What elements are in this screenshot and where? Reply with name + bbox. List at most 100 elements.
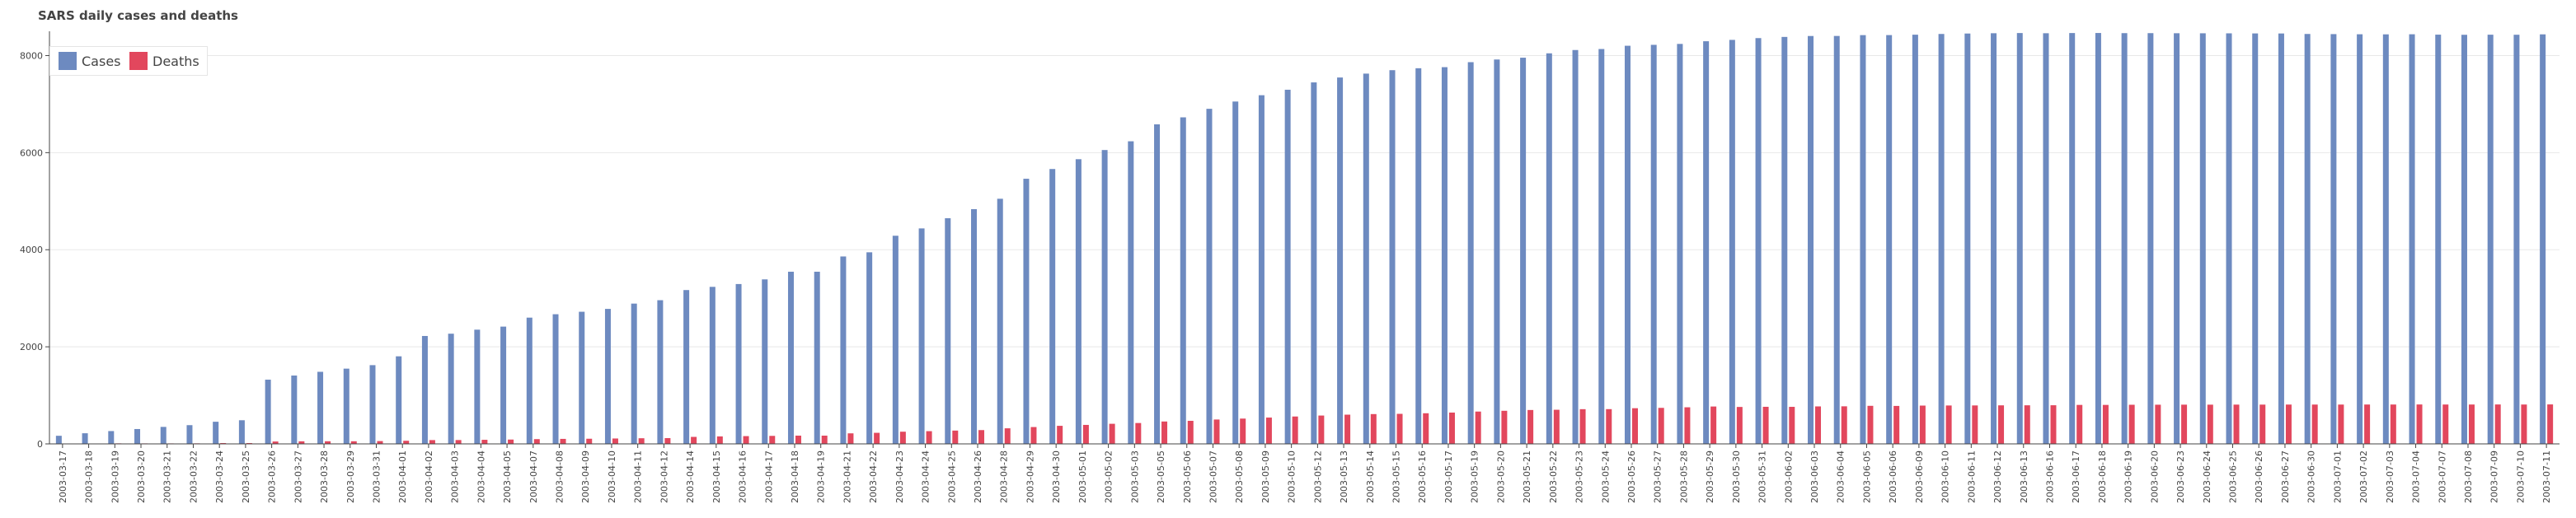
x-tick-label: 2003-03-20	[136, 450, 147, 503]
bar-deaths	[1763, 407, 1769, 444]
bar-deaths	[1920, 405, 1926, 444]
bar-cases	[1023, 179, 1029, 444]
x-tick-label: 2003-04-19	[816, 450, 827, 503]
bar-deaths	[2076, 405, 2082, 444]
x-tick-label: 2003-04-28	[999, 450, 1010, 503]
bar-deaths	[1737, 407, 1743, 444]
bar-cases	[1232, 101, 1238, 444]
bar-cases	[527, 318, 533, 444]
x-tick-label: 2003-04-23	[894, 450, 905, 503]
bar-deaths	[1449, 413, 1455, 444]
bar-deaths	[769, 436, 775, 444]
bar-cases	[762, 279, 767, 444]
bar-cases	[1076, 159, 1082, 444]
bar-cases	[1494, 59, 1499, 444]
bar-deaths	[978, 430, 984, 444]
bar-deaths	[900, 432, 906, 444]
bar-cases	[1625, 46, 1631, 444]
bar-cases	[2095, 33, 2101, 444]
bar-deaths	[2286, 404, 2292, 444]
x-tick-label: 2003-04-15	[711, 450, 722, 503]
bar-deaths	[1789, 407, 1795, 444]
x-tick-label: 2003-06-23	[2175, 450, 2186, 503]
bar-cases	[2461, 35, 2467, 444]
bar-cases	[1546, 54, 1552, 444]
x-tick-label: 2003-03-27	[293, 450, 303, 503]
x-tick-label: 2003-05-16	[1417, 450, 1428, 503]
x-tick-label: 2003-04-08	[555, 450, 565, 503]
x-tick-label: 2003-06-12	[1992, 450, 2003, 503]
bar-cases	[474, 329, 480, 444]
bar-deaths	[2442, 404, 2448, 444]
bar-cases	[1468, 62, 1474, 444]
x-tick-label: 2003-05-29	[1705, 450, 1715, 503]
x-tick-label: 2003-05-01	[1077, 450, 1088, 503]
bar-cases	[788, 272, 794, 444]
x-tick-label: 2003-07-07	[2437, 450, 2447, 503]
bar-deaths	[822, 436, 828, 444]
bar-cases	[1808, 36, 1814, 444]
bar-cases	[1964, 34, 1970, 444]
legend-swatch-deaths	[129, 52, 148, 70]
bar-cases	[2200, 33, 2206, 444]
y-tick-label: 2000	[20, 342, 43, 352]
bars	[56, 33, 2553, 444]
bar-cases	[2017, 33, 2023, 444]
x-tick-label: 2003-06-27	[2280, 450, 2291, 503]
x-tick-label: 2003-04-14	[685, 450, 696, 503]
x-tick-label: 2003-05-21	[1522, 450, 1532, 503]
bar-deaths	[1423, 413, 1429, 444]
bar-deaths	[1030, 427, 1036, 444]
x-tick-label: 2003-06-10	[1940, 450, 1951, 503]
bar-cases	[1285, 90, 1291, 444]
bar-deaths	[2391, 404, 2396, 444]
bar-cases	[736, 284, 742, 444]
bar-cases	[2305, 34, 2311, 444]
x-tick-label: 2003-04-17	[763, 450, 774, 503]
bar-cases	[317, 371, 323, 444]
bar-cases	[2226, 33, 2232, 444]
bar-cases	[1128, 142, 1133, 444]
bar-deaths	[927, 432, 932, 444]
x-tick-label: 2003-05-28	[1678, 450, 1689, 503]
bar-deaths	[1893, 406, 1899, 444]
x-tick-label: 2003-04-01	[397, 450, 408, 503]
x-tick-label: 2003-05-24	[1600, 450, 1611, 503]
x-tick-label: 2003-06-16	[2044, 450, 2055, 503]
bar-cases	[2330, 34, 2336, 444]
bar-cases	[605, 309, 611, 444]
bar-cases	[971, 209, 977, 444]
x-tick-label: 2003-03-26	[267, 450, 278, 503]
bar-cases	[2540, 35, 2546, 444]
bar-deaths	[2181, 404, 2187, 444]
bar-deaths	[1293, 417, 1298, 444]
x-tick-label: 2003-05-17	[1443, 450, 1454, 503]
bar-cases	[1206, 109, 1212, 444]
bar-cases	[396, 357, 401, 444]
x-tick-label: 2003-06-30	[2306, 450, 2317, 503]
bar-cases	[1102, 150, 1108, 444]
x-tick-label: 2003-07-01	[2332, 450, 2343, 503]
bar-deaths	[403, 441, 409, 444]
bar-deaths	[1632, 408, 1638, 444]
bar-deaths	[1842, 406, 1847, 444]
chart-title: SARS daily cases and deaths	[38, 8, 238, 23]
x-tick-label: 2003-03-25	[241, 450, 251, 503]
x-tick-label: 2003-06-18	[2097, 450, 2108, 503]
legend-label-deaths: Deaths	[152, 54, 199, 69]
bar-deaths	[2338, 404, 2344, 444]
bar-deaths	[2312, 404, 2318, 444]
x-tick-label: 2003-04-29	[1025, 450, 1035, 503]
x-tick-label: 2003-05-31	[1757, 450, 1768, 503]
x-tick-label: 2003-05-27	[1653, 450, 1663, 503]
bar-deaths	[2025, 405, 2030, 444]
bar-cases	[265, 380, 271, 444]
bar-deaths	[1972, 405, 1978, 444]
x-tick-label: 2003-06-13	[2019, 450, 2029, 503]
x-tick-label: 2003-05-06	[1182, 450, 1193, 503]
x-tick-label: 2003-04-24	[921, 450, 931, 503]
bar-cases	[840, 256, 846, 444]
bar-deaths	[1580, 409, 1586, 444]
bar-cases	[1834, 36, 1840, 444]
